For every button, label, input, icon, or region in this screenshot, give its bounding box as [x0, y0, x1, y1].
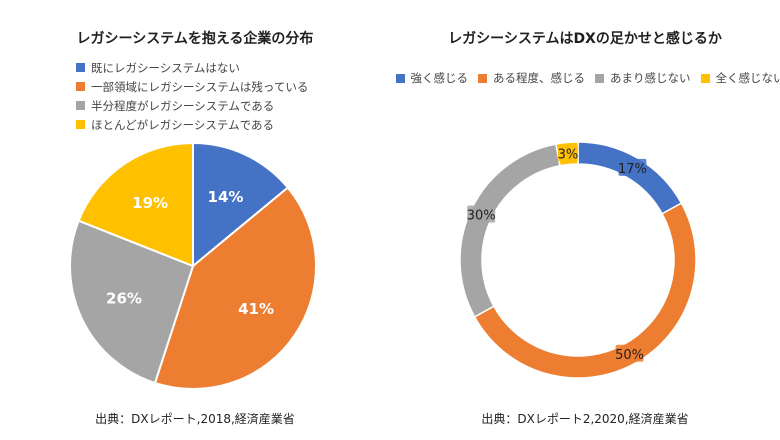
donut-legend: 強く感じる ある程度、感じる あまり感じない 全く感じない: [395, 70, 780, 86]
donut-legend-swatch: [595, 73, 604, 83]
donut-label-text: 50%: [615, 348, 644, 363]
pie-slice: [153, 186, 317, 390]
donut-segment: [577, 141, 683, 215]
donut-label-background: [467, 205, 496, 223]
donut-legend-item: ある程度、感じる: [478, 70, 585, 86]
pie-legend-item: 既にレガシーシステムはない: [76, 58, 308, 77]
donut-label-text: 30%: [467, 208, 496, 223]
pie-chart-panel: レガシーシステムを抱える企業の分布 既にレガシーシステムはない 一部領域にレガシ…: [69, 31, 317, 426]
donut-legend-swatch: [700, 73, 710, 83]
donut-chart-panel: レガシーシステムはDXの足かせと感じるか 強く感じる ある程度、感じる あまり感…: [390, 0, 780, 440]
pie-data-label: 19%: [132, 194, 168, 212]
pie-legend-label: 一部領域にレガシーシステムは残っている: [91, 79, 309, 94]
donut-data-label: 50%: [615, 344, 644, 363]
donut-data-label: 17%: [618, 158, 647, 177]
donut-legend-item: 全く感じない: [700, 70, 780, 86]
pie-legend-swatch: [76, 101, 85, 110]
pie-legend-swatch: [76, 82, 85, 91]
donut-legend-swatch: [478, 73, 487, 83]
donut-label-background: [615, 344, 644, 362]
donut-legend-label: 強く感じる: [410, 71, 469, 85]
donut-source: 出典：DXレポート2,2020,経済産業省: [481, 412, 689, 426]
pie-source: 出典：DXレポート,2018,経済産業省: [95, 412, 295, 426]
pie-legend-swatch: [76, 63, 85, 72]
donut-label-text: 3%: [558, 147, 579, 162]
pie-data-label: 14%: [208, 188, 244, 206]
pie-chart-title: レガシーシステムを抱える企業の分布: [76, 31, 314, 47]
pie-data-label: 41%: [238, 300, 274, 318]
donut-legend-label: あまり感じない: [610, 71, 691, 85]
donut-legend-swatch: [395, 73, 405, 83]
donut-segment: [473, 202, 697, 379]
pie-data-label: 26%: [106, 289, 142, 307]
pie-legend-item: 一部領域にレガシーシステムは残っている: [76, 77, 308, 96]
pie-slice: [69, 219, 195, 385]
pie-legend-item: ほとんどがレガシーシステムである: [76, 115, 308, 134]
donut-legend-label: 全く感じない: [715, 71, 780, 85]
donut-legend-item: あまり感じない: [595, 70, 691, 86]
pie-slice: [192, 141, 290, 269]
donut-segment: [459, 143, 561, 318]
donut-chart-title: レガシーシステムはDXの足かせと感じるか: [448, 31, 722, 47]
pie-legend-item: 半分程度がレガシーシステムである: [76, 96, 308, 115]
donut-label-background: [557, 144, 578, 162]
donut-legend-item: 強く感じる: [395, 70, 469, 86]
pie-legend: 既にレガシーシステムはない 一部領域にレガシーシステムは残っている 半分程度がレ…: [76, 58, 308, 134]
pie-legend-label: 既にレガシーシステムはない: [91, 60, 240, 75]
pie-chart: 14% 41% 26% 19%: [69, 141, 317, 390]
donut-label-text: 17%: [618, 162, 647, 177]
donut-data-label: 30%: [467, 205, 496, 223]
donut-legend-label: ある程度、感じる: [493, 71, 585, 85]
pie-legend-label: 半分程度がレガシーシステムである: [91, 98, 275, 113]
pie-slice: [77, 141, 194, 268]
pie-legend-label: ほとんどがレガシーシステムである: [91, 117, 274, 132]
donut-data-label: 3%: [557, 144, 579, 162]
donut-label-background: [618, 158, 647, 176]
pie-legend-swatch: [76, 120, 85, 129]
donut-chart: 17% 50% 30% 3%: [459, 141, 697, 379]
